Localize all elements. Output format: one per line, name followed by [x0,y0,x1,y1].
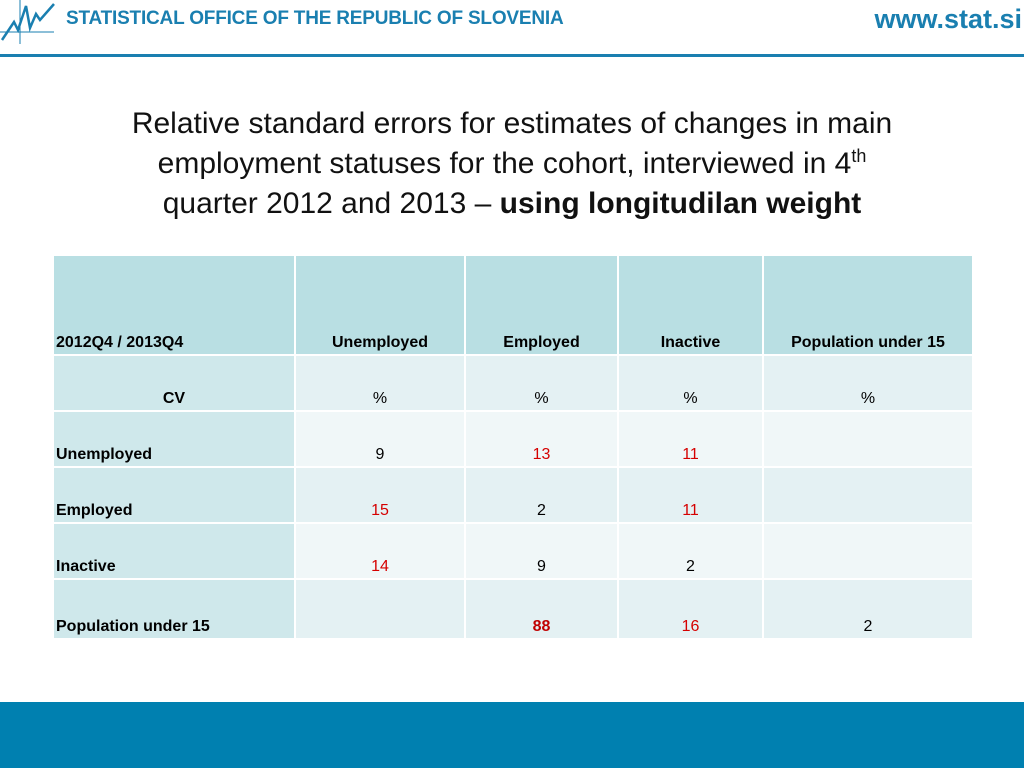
table-cell-highlighted: 15 [294,466,466,524]
table-cell-highlighted: 88 [464,578,619,640]
table-cell [294,578,466,640]
table-cell-highlighted: 11 [617,466,764,524]
table-row: Unemployed 9 13 11 [52,410,974,468]
stat-logo-icon [0,0,55,44]
column-header-inactive: Inactive [617,254,764,356]
column-header-population-under-15: Population under 15 [762,254,974,356]
rse-table: 2012Q4 / 2013Q4 Unemployed Employed Inac… [52,254,974,640]
title-superscript: th [851,146,867,166]
column-header-unemployed: Unemployed [294,254,466,356]
table-row: Population under 15 88 16 2 [52,578,974,640]
unit-row-label: CV [52,354,296,412]
footer-band [0,702,1024,768]
table-cell: 2 [464,466,619,524]
table-cell [762,410,974,468]
row-label: Inactive [52,522,296,580]
row-label: Unemployed [52,410,296,468]
title-line-3: quarter 2012 and 2013 – [162,187,500,220]
unit-cell: % [294,354,466,412]
title-emphasis: using longitudilan weight [499,187,862,220]
title-line-1: Relative standard errors for estimates o… [131,107,893,140]
table-cell: 9 [294,410,466,468]
column-header-employed: Employed [464,254,619,356]
table-cell [762,466,974,524]
table-header-row: 2012Q4 / 2013Q4 Unemployed Employed Inac… [52,254,974,356]
table-cell-highlighted: 14 [294,522,466,580]
table-cell: 2 [617,522,764,580]
table-cell-highlighted: 11 [617,410,764,468]
row-label: Population under 15 [52,578,296,640]
row-label: Employed [52,466,296,524]
header-divider [0,54,1024,57]
table-cell: 9 [464,522,619,580]
table-row: Employed 15 2 11 [52,466,974,524]
table-corner-cell: 2012Q4 / 2013Q4 [52,254,296,356]
table-cell-highlighted: 13 [464,410,619,468]
unit-cell: % [617,354,764,412]
table-cell: 2 [762,578,974,640]
unit-row: CV % % % % [52,354,974,412]
slide-title: Relative standard errors for estimates o… [40,104,984,224]
table-row: Inactive 14 9 2 [52,522,974,580]
unit-cell: % [762,354,974,412]
table-cell-highlighted: 16 [617,578,764,640]
title-line-2: employment statuses for the cohort, inte… [157,147,852,180]
unit-cell: % [464,354,619,412]
organization-name: STATISTICAL OFFICE OF THE REPUBLIC OF SL… [66,8,564,29]
website-link[interactable]: www.stat.si [874,4,1022,34]
table-cell [762,522,974,580]
